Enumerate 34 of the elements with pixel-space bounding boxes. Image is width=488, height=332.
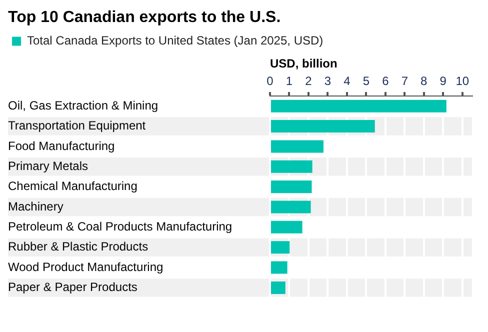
legend-label: Total Canada Exports to United States (Jan 2025, USD) [27, 34, 324, 48]
y-tick-label: Rubber & Plastic Products [8, 240, 148, 254]
y-tick-label: Transportation Equipment [8, 118, 146, 133]
x-tick-label: 3 [324, 74, 332, 88]
y-tick-label: Oil, Gas Extraction & Mining [8, 98, 158, 112]
bar [271, 241, 290, 254]
x-tick-label: 7 [401, 74, 408, 88]
bar [271, 180, 312, 194]
bar [271, 200, 311, 214]
x-tick-label: 9 [440, 74, 447, 88]
x-tick-label: 4 [344, 74, 351, 88]
y-tick-label: Wood Product Manufacturing [8, 260, 164, 274]
bar [271, 120, 375, 133]
y-tick-label: Primary Metals [8, 158, 88, 173]
x-tick-label: 0 [266, 74, 274, 88]
bar [271, 140, 324, 153]
y-tick-label: Paper & Paper Products [8, 280, 138, 294]
bar [271, 100, 446, 112]
y-tick-label: Petroleum & Coal Products Manufacturing [8, 219, 232, 234]
x-tick-label: 8 [420, 74, 428, 88]
y-tick-label: Chemical Manufacturing [8, 179, 138, 194]
bar [271, 160, 312, 173]
bar [271, 281, 286, 294]
x-tick-label: 10 [456, 74, 470, 88]
y-tick-label: Machinery [8, 199, 64, 214]
x-tick-label: 2 [305, 74, 312, 88]
x-tick-label: 1 [286, 74, 293, 88]
x-tick-label: 5 [362, 74, 370, 88]
x-tick-label: 6 [382, 74, 390, 88]
chart-title: Top 10 Canadian exports to the U.S. [8, 9, 281, 26]
bar [271, 220, 302, 234]
x-axis-title: USD, billion [270, 56, 338, 71]
y-tick-label: Food Manufacturing [8, 138, 115, 153]
bar [271, 261, 288, 274]
